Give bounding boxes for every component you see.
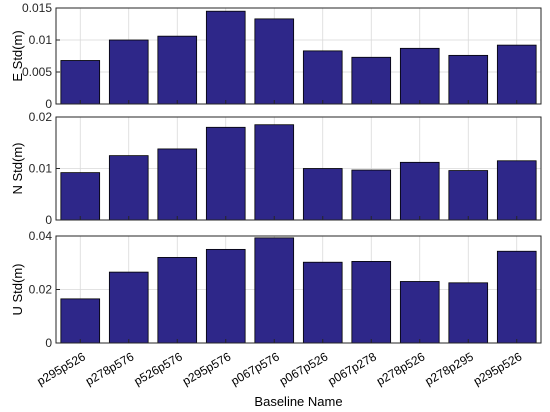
x-tick-label: p295p576 [180,349,234,388]
x-tick-label: p295p526 [471,349,525,388]
bar-p526p576 [157,35,198,105]
bar-p067p576 [254,237,295,344]
bar-p067p278 [351,261,392,344]
y-tick-label: 0.02 [29,110,53,124]
bar-p526p576 [157,256,198,344]
y-tick-labels: 0 0.02 0.04 [29,229,60,350]
subplot-1: 0 0.005 0.01 0.015 E Std(m) [10,1,542,111]
bar-p295p526 [496,250,537,344]
x-tick-label: p067p278 [326,349,380,388]
x-tick-label: p295p526 [35,349,89,388]
bar-p067p576 [254,18,295,105]
y-tick-label: 0 [45,97,52,111]
axes-box [55,7,542,105]
y-axis-label: N Std(m) [10,143,25,195]
x-tick-label: p278p526 [374,349,428,388]
bar-p295p526 [496,160,537,221]
bars [60,237,537,344]
subplot-3: 00.020.04U Std(m)p295p526p278p576p526p57… [10,229,542,409]
bars [60,10,537,105]
bar-p278p576 [108,39,149,105]
y-tick-label: 0.005 [22,65,52,79]
y-axis-label: U Std(m) [10,264,25,316]
bar-p278p526 [399,47,440,105]
bar-p067p278 [351,169,392,221]
y-tick-labels: 0 0.01 0.02 [29,110,60,227]
bar-p295p526 [60,298,101,344]
bar-p526p576 [157,148,198,221]
bar-p295p526 [60,60,101,105]
bar-p067p526 [302,261,343,344]
bar-p067p576 [254,124,295,221]
y-tick-label: 0.01 [29,33,53,47]
x-tick-label: p278p295 [423,349,477,388]
bar-p295p576 [205,248,246,344]
bars [60,124,537,221]
y-tick-label: 0.02 [29,283,53,297]
bar-p278p576 [108,155,149,221]
x-tick-label: p278p576 [83,349,137,388]
bar-p278p295 [448,54,489,105]
bar-p295p526 [60,172,101,221]
y-tick-label: 0.01 [29,162,53,176]
y-tick-label: 0 [45,213,52,227]
bar-p278p295 [448,282,489,344]
subplot-2: 0 0.01 0.02 N Std(m) [10,110,542,227]
y-axis-label: E Std(m) [10,30,25,81]
x-tick-label: p067p576 [229,349,283,388]
bar-p067p526 [302,168,343,221]
bar-p278p526 [399,281,440,344]
y-tick-label: 0 [45,336,52,350]
y-tick-labels: 0 0.005 0.01 0.015 [22,1,60,111]
y-tick-label: 0.04 [29,229,53,243]
x-tick-label: p067p526 [277,349,331,388]
bar-p278p576 [108,271,149,344]
x-tick-label: p526p576 [132,349,186,388]
bar-p067p278 [351,56,392,105]
bar-p278p295 [448,170,489,221]
bar-p295p576 [205,126,246,221]
x-tick-labels: p295p526p278p576p526p576p295p576p067p576… [35,349,525,388]
bar-p067p526 [302,50,343,105]
bar-p295p576 [205,10,246,105]
x-axis-label: Baseline Name [254,394,342,409]
subplots: 0 0.005 0.01 0.015 E Std(m) 0 0.01 0.02 N Std(m)… [10,1,542,409]
bar-p295p526 [496,44,537,105]
bar-p278p526 [399,161,440,221]
y-tick-label: 0.015 [22,1,52,15]
